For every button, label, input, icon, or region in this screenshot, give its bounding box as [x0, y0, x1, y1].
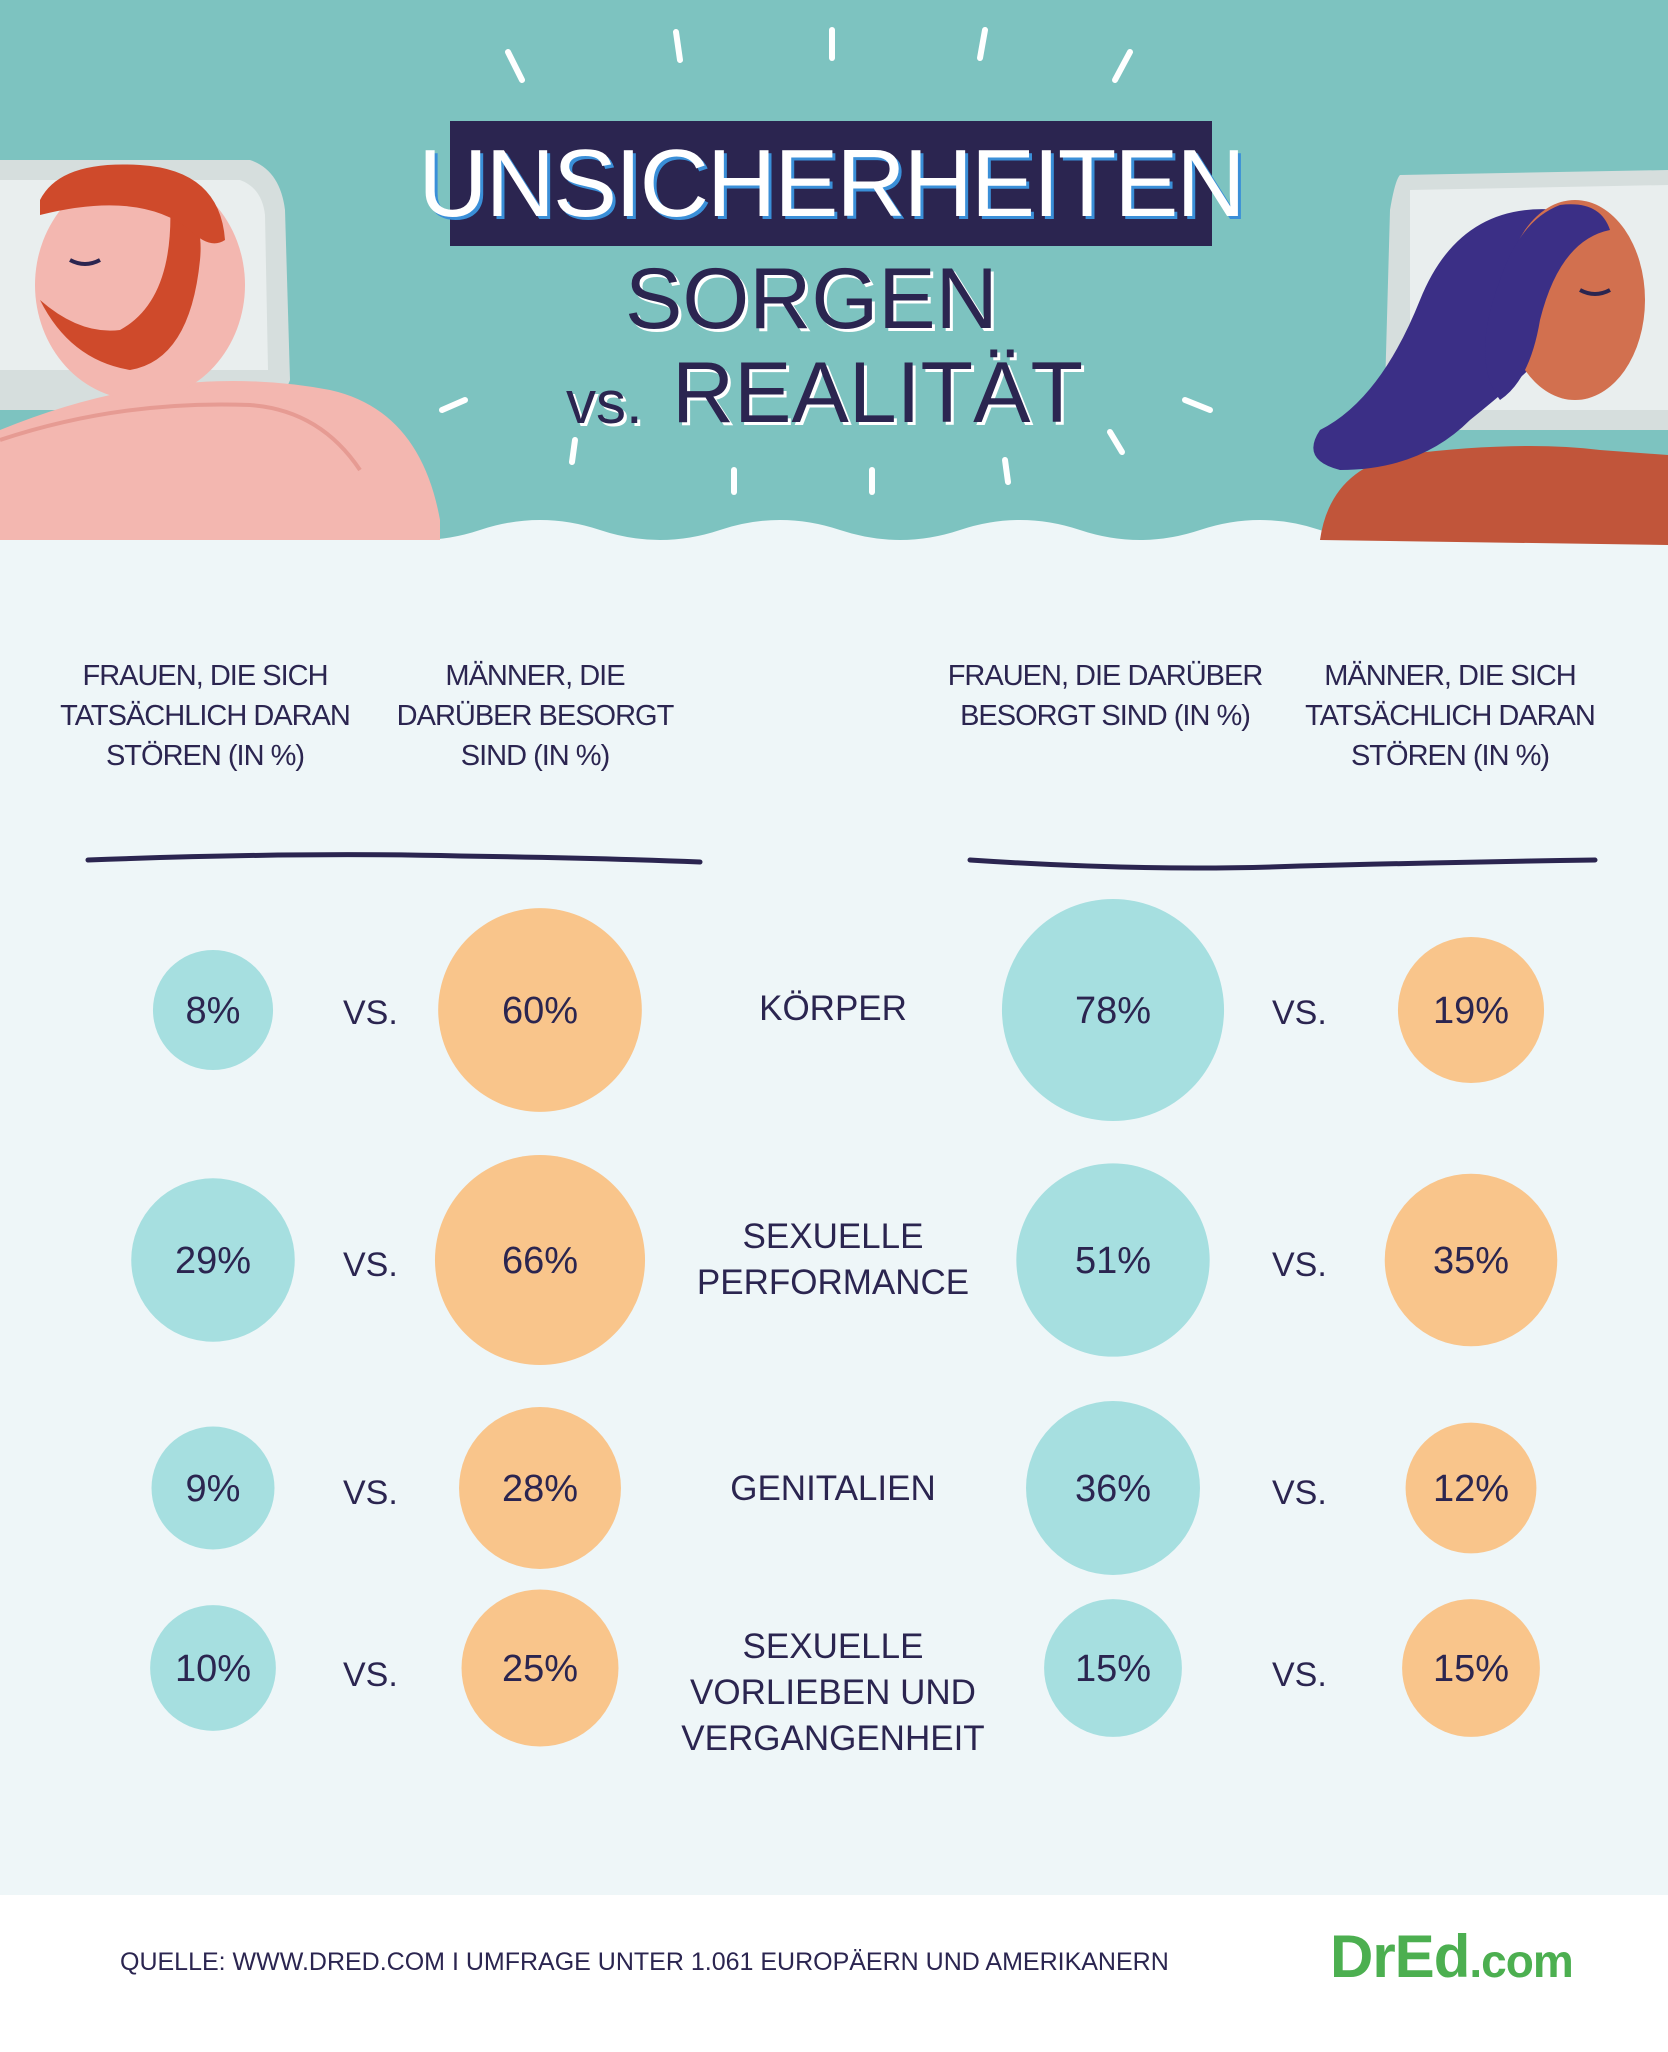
brand-suffix: .com — [1469, 1935, 1573, 1987]
title: UNSICHERHEITEN — [418, 129, 1245, 237]
title-box — [450, 121, 1212, 246]
brand-logo: DrEd.com — [1330, 1922, 1574, 1991]
subtitle-line2: REALITÄT — [672, 345, 1083, 441]
vs-label: VS. — [343, 1246, 398, 1284]
vs-label: VS. — [1272, 1246, 1327, 1284]
subtitle-vs: vs. — [566, 369, 643, 436]
vs-label: VS. — [1272, 994, 1327, 1032]
brand-main: DrEd — [1330, 1923, 1470, 1990]
vs-label: VS. — [1272, 1656, 1327, 1694]
column-header-left-worried: MÄNNER, DIE DARÜBER BESORGT SIND (IN %) — [396, 660, 675, 772]
man-illustration — [0, 160, 440, 540]
right-divider — [967, 857, 1598, 871]
column-header-right-worried: FRAUEN, DIE DARÜBER BESORGT SIND (IN %) — [947, 660, 1264, 732]
vs-label: VS. — [343, 1474, 398, 1512]
source-note: QUELLE: WWW.DRED.COM I UMFRAGE UNTER 1.0… — [120, 1948, 1169, 1976]
category-label-genitalien: GENITALIEN — [730, 1469, 936, 1508]
column-header-left-actual: FRAUEN, DIE SICH TATSÄCHLICH DARAN STÖRE… — [60, 660, 351, 772]
woman-illustration — [1313, 170, 1668, 545]
content-panel — [0, 520, 1668, 1895]
category-label-sexuelle-vorlieben: SEXUELLE VORLIEBEN UND VERGANGENHEIT — [681, 1627, 985, 1758]
vs-label: VS. — [343, 994, 398, 1032]
column-header-right-actual: MÄNNER, DIE SICH TATSÄCHLICH DARAN STÖRE… — [1305, 660, 1596, 772]
vs-label: VS. — [343, 1656, 398, 1694]
subtitle-line1: SORGEN — [625, 251, 998, 347]
category-label-sexuelle-performance: SEXUELLE PERFORMANCE — [696, 1217, 970, 1302]
title-rays — [439, 27, 1213, 495]
vs-label: VS. — [1272, 1474, 1327, 1512]
category-label-koerper: KÖRPER — [759, 989, 907, 1028]
left-divider — [85, 852, 703, 865]
